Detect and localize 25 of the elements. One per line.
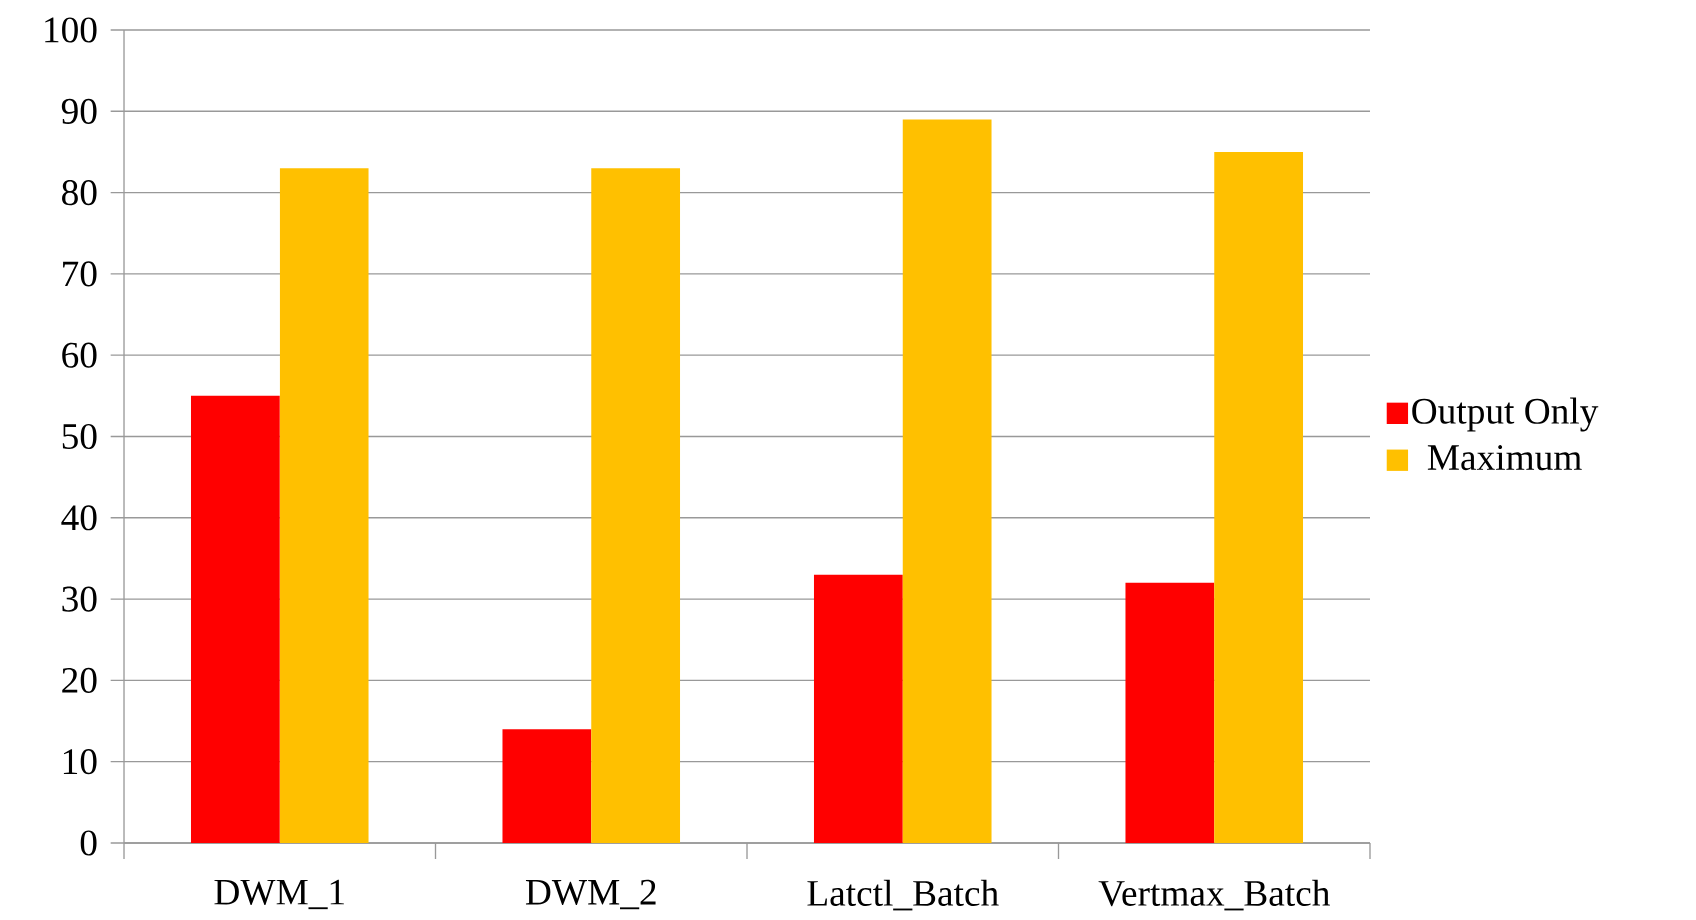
y-tick-label: 80	[62, 180, 97, 206]
bar	[190, 395, 280, 843]
y-tick-label: 10	[63, 749, 97, 775]
bar	[1214, 151, 1304, 843]
x-tick-label: DWM_2	[525, 879, 656, 910]
bar	[902, 119, 992, 843]
legend-label: Maximum	[1427, 445, 1582, 471]
bar	[279, 168, 369, 843]
x-tick-label: Vertmax_Batch	[1098, 879, 1330, 911]
legend-label: Output Only	[1412, 397, 1599, 432]
y-tick-label: 70	[63, 261, 97, 287]
bar	[591, 168, 681, 843]
bar	[502, 729, 592, 843]
y-tick-label: 60	[62, 342, 97, 368]
y-tick-label: 0	[80, 830, 97, 856]
x-tick-label: DWM_1	[214, 879, 344, 910]
y-tick-label: 50	[62, 423, 97, 450]
y-tick-label: 20	[62, 667, 97, 693]
y-tick-label: 40	[61, 505, 97, 531]
bar	[813, 574, 903, 843]
x-tick-label: Latctl_Batch	[807, 879, 999, 911]
bar	[1125, 582, 1215, 843]
y-tick-label: 100	[45, 17, 97, 43]
y-tick-label: 90	[61, 98, 97, 124]
y-tick-label: 30	[62, 586, 97, 612]
